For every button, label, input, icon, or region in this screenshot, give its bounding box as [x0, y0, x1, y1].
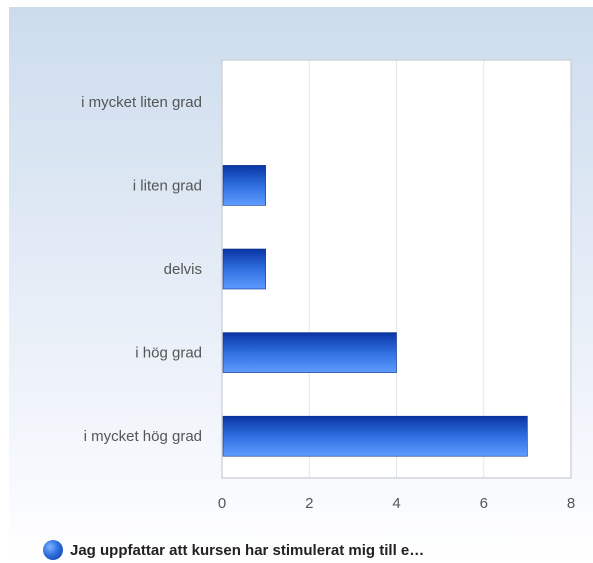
category-label: i mycket liten grad: [81, 94, 202, 111]
bar-2: [222, 248, 266, 290]
grid-lines: [222, 60, 571, 478]
category-labels: i mycket liten grad i liten grad delvis i h…: [81, 94, 202, 445]
x-tick-labels: 0 2 4 6 8: [218, 495, 575, 512]
legend-swatch-icon: [43, 540, 63, 560]
x-tick-label: 6: [480, 495, 488, 512]
category-label: i mycket hög grad: [84, 428, 202, 445]
x-tick-label: 2: [305, 495, 313, 512]
plot-frame: [221, 59, 572, 479]
bar-1: [222, 165, 266, 206]
legend: Jag uppfattar att kursen har stimulerat …: [43, 540, 424, 560]
category-label: i liten grad: [133, 177, 202, 194]
plot-border: [221, 59, 572, 479]
x-tick-label: 0: [218, 495, 226, 512]
legend-series-name: Jag uppfattar att kursen har stimulerat …: [70, 541, 425, 559]
bar-3: [222, 332, 397, 373]
x-tick-label: 8: [567, 495, 575, 512]
category-label: delvis: [164, 261, 202, 278]
bar-4: [222, 415, 528, 457]
bars: [222, 165, 528, 457]
x-tick-label: 4: [392, 495, 400, 512]
category-label: i hög grad: [135, 345, 202, 362]
